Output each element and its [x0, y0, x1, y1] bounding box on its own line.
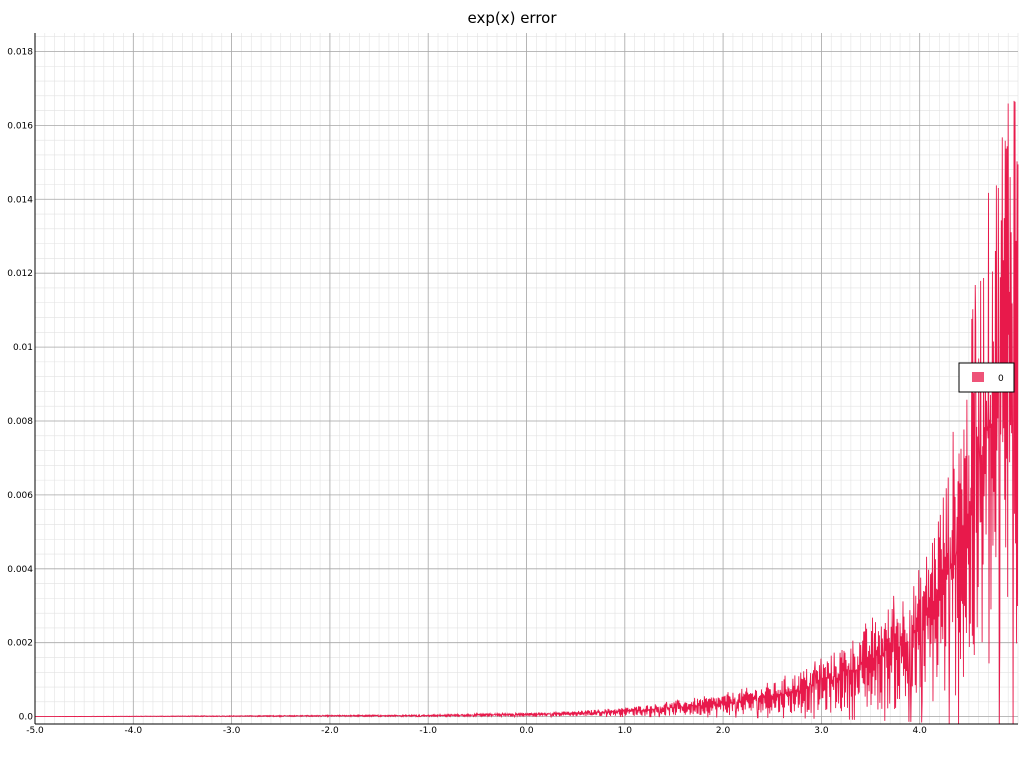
x-tick-label: 0.0 — [519, 726, 534, 736]
x-tick-label: -5.0 — [26, 726, 44, 736]
y-tick-label: 0.0 — [19, 713, 34, 723]
y-tick-label: 0.006 — [7, 491, 33, 501]
chart-title: exp(x) error — [467, 9, 557, 27]
x-tick-label: -2.0 — [321, 726, 339, 736]
x-tick-label: 4.0 — [913, 726, 928, 736]
y-tick-labels: 0.0 0.002 0.004 0.006 0.008 0.01 0.012 0.014 0.0… — [7, 47, 33, 722]
y-tick-label: 0.002 — [7, 639, 33, 649]
y-tick-label: 0.01 — [13, 343, 33, 353]
x-tick-label: 1.0 — [618, 726, 633, 736]
y-tick-label: 0.012 — [7, 269, 33, 279]
series-group — [35, 100, 1019, 725]
legend: 0 — [958, 362, 1015, 393]
x-tick-labels: -5.0 -4.0 -3.0 -2.0 -1.0 0.0 1.0 2.0 3.0 4.0 — [26, 726, 927, 736]
series-line-0 — [35, 100, 1019, 725]
x-tick-label: 3.0 — [814, 726, 829, 736]
y-tick-label: 0.014 — [7, 195, 33, 205]
y-tick-label: 0.004 — [7, 565, 33, 575]
legend-label: 0 — [998, 374, 1004, 384]
y-tick-label: 0.016 — [7, 121, 33, 131]
x-tick-label: 2.0 — [716, 726, 731, 736]
axes — [34, 33, 1018, 725]
x-tick-label: -3.0 — [223, 726, 241, 736]
x-tick-label: -4.0 — [125, 726, 143, 736]
legend-swatch — [972, 372, 984, 382]
y-tick-label: 0.008 — [7, 417, 33, 427]
legend-box — [958, 362, 1015, 393]
y-tick-label: 0.018 — [7, 47, 33, 57]
x-tick-label: -1.0 — [419, 726, 437, 736]
